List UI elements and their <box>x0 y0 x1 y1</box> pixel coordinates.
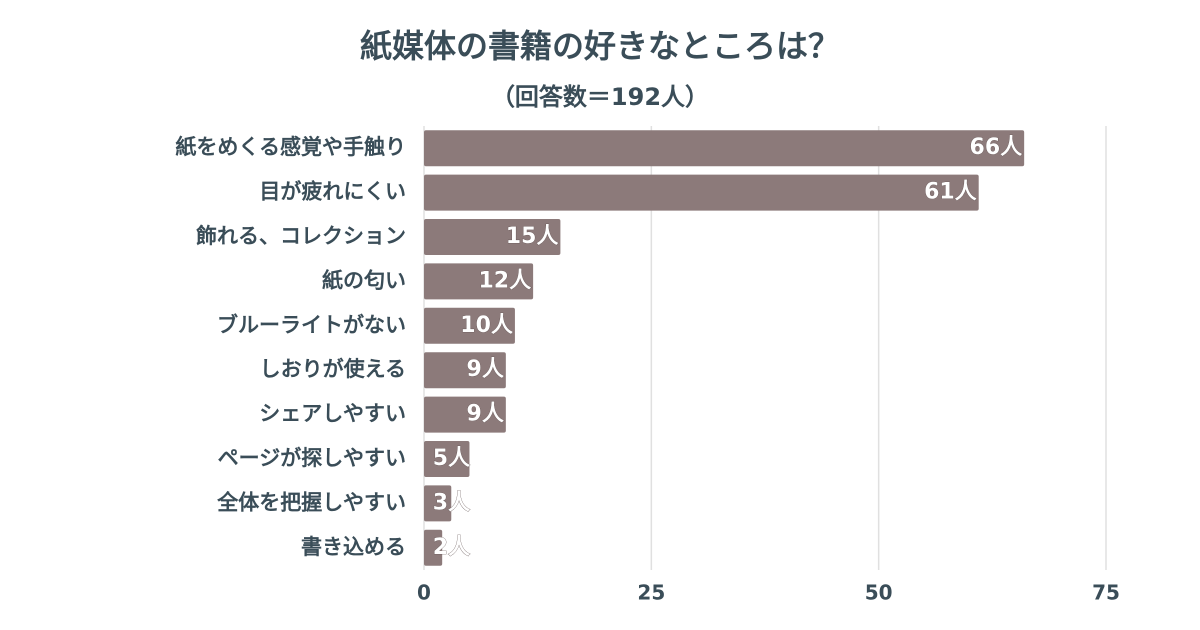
x-tick-label: 50 <box>865 581 893 605</box>
value-label: 2人 <box>433 535 470 560</box>
y-tick-label: 全体を把握しやすい <box>216 490 406 514</box>
bar <box>424 485 452 522</box>
y-tick-label: 飾れる、コレクション <box>196 224 406 248</box>
value-label: 5人 <box>433 446 470 471</box>
bar <box>424 396 506 433</box>
value-label: 61人 <box>924 180 977 205</box>
bar <box>424 174 979 211</box>
value-label: 9人 <box>467 357 504 382</box>
x-tick-label: 75 <box>1092 581 1120 605</box>
value-label: 12人 <box>478 268 531 293</box>
y-tick-label: 書き込める <box>301 535 406 559</box>
bar <box>424 219 561 255</box>
value-label: 9人 <box>467 402 504 427</box>
value-label: 15人 <box>506 224 559 249</box>
bar <box>424 263 534 300</box>
y-tick-label: ページが探しやすい <box>218 446 406 470</box>
chart-title: 紙媒体の書籍の好きなところは？ <box>360 27 840 65</box>
bar <box>424 130 1025 167</box>
bar <box>424 529 443 566</box>
value-label: 66人 <box>970 135 1023 160</box>
x-tick-label: 0 <box>417 581 431 605</box>
value-label: 3人 <box>433 490 470 515</box>
y-tick-label: 紙をめくる感覚や手触り <box>175 135 406 159</box>
bar <box>424 352 506 389</box>
y-tick-label: シェアしやすい <box>259 402 406 426</box>
bar <box>424 441 470 477</box>
y-tick-label: 紙の匂い <box>322 268 406 292</box>
x-tick-label: 25 <box>637 581 665 605</box>
y-tick-label: ブルーライトがない <box>217 313 406 337</box>
chart-subtitle: （回答数＝192人） <box>491 83 709 111</box>
value-label: 10人 <box>460 313 513 338</box>
bar <box>424 307 515 344</box>
y-tick-label: 目が疲れにくい <box>259 180 406 204</box>
y-tick-label: しおりが使える <box>260 357 406 381</box>
